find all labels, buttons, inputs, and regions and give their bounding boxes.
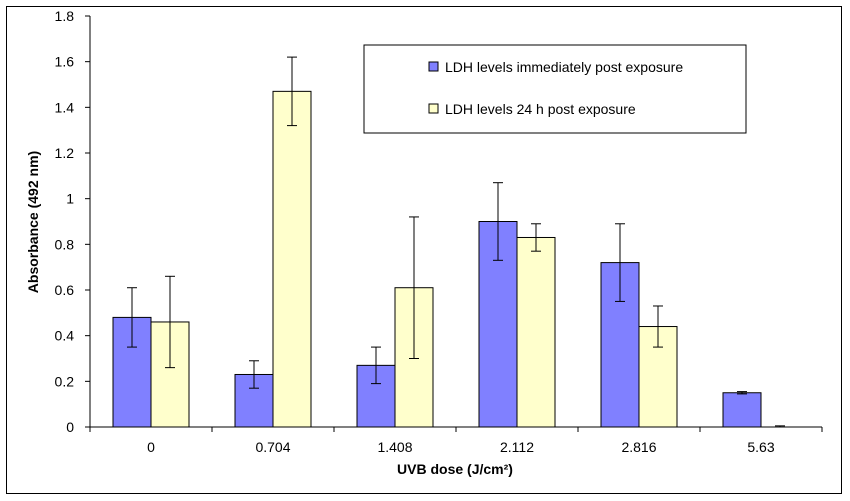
legend-label-24h: LDH levels 24 h post exposure [445,101,636,117]
y-tick-label: 0 [66,419,74,435]
legend-swatch-immediate [428,61,439,72]
y-tick-label: 1.4 [55,99,75,115]
y-tick-label: 1 [66,191,74,207]
bar-s0-5 [722,392,762,428]
y-tick-label: 1.8 [55,8,75,24]
x-tick-label: 2.816 [621,439,656,455]
x-tick-label: 0 [147,439,155,455]
legend-label-immediate: LDH levels immediately post exposure [445,59,683,75]
legend-box [363,44,747,134]
legend-swatch-24h [428,103,439,114]
bar-s1-3 [516,236,556,428]
x-tick-label: 2.112 [500,439,534,455]
x-tick-label: 0.704 [255,439,290,455]
x-tick-label: 1.408 [377,439,412,455]
x-axis-title: UVB dose (J/cm²) [397,461,513,477]
plot-area: 0 0.2 0.4 0.6 0.8 1 1.2 1.4 1.6 1.8 0 0.704 1.408 2.1… [55,8,823,455]
bar-s1-1 [272,90,312,428]
legend: LDH levels immediately post exposure LDH… [363,44,747,134]
y-tick-label: 0.2 [55,373,75,389]
y-tick-label: 0.4 [55,328,75,344]
y-tick-label: 1.2 [55,145,75,161]
y-tick-label: 0.8 [55,236,75,252]
y-tick-label: 1.6 [55,54,75,70]
y-axis-title: Absorbance (492 nm) [25,151,41,293]
y-tick-label: 0.6 [55,282,75,298]
x-tick-label: 5.63 [747,439,774,455]
